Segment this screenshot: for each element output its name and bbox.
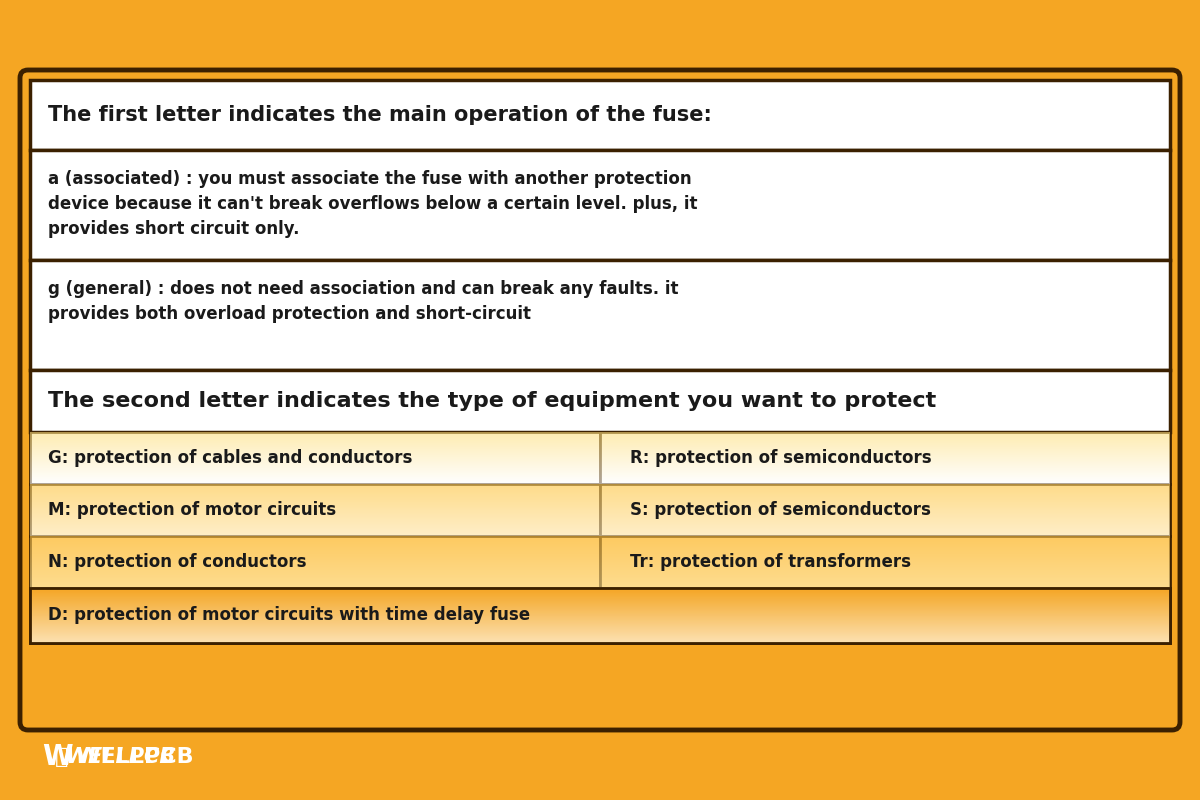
Text: The first letter indicates the main operation of the fuse:: The first letter indicates the main oper… [48, 105, 712, 125]
FancyBboxPatch shape [600, 536, 1170, 588]
FancyBboxPatch shape [30, 370, 1170, 432]
Text: W: W [42, 743, 73, 771]
Text: S: protection of semiconductors: S: protection of semiconductors [630, 501, 931, 519]
FancyBboxPatch shape [600, 484, 1170, 536]
FancyBboxPatch shape [600, 432, 1170, 484]
Text: g (general) : does not need association and can break any faults. it
provides bo: g (general) : does not need association … [48, 280, 678, 323]
FancyBboxPatch shape [20, 70, 1180, 730]
FancyBboxPatch shape [30, 588, 1170, 643]
FancyBboxPatch shape [30, 536, 600, 588]
Text: G: protection of cables and conductors: G: protection of cables and conductors [48, 449, 413, 467]
Text: Tr: protection of transformers: Tr: protection of transformers [630, 553, 911, 571]
Text: WELLPCB: WELLPCB [66, 747, 176, 767]
Text: D: protection of motor circuits with time delay fuse: D: protection of motor circuits with tim… [48, 606, 530, 625]
Text: The second letter indicates the type of equipment you want to protect: The second letter indicates the type of … [48, 391, 936, 411]
Text: N: protection of conductors: N: protection of conductors [48, 553, 306, 571]
Text: R: protection of semiconductors: R: protection of semiconductors [630, 449, 931, 467]
Text: M: protection of motor circuits: M: protection of motor circuits [48, 501, 336, 519]
Text: Ⓦ WELLPCB: Ⓦ WELLPCB [55, 747, 193, 767]
FancyBboxPatch shape [30, 484, 600, 536]
FancyBboxPatch shape [30, 80, 1170, 150]
FancyBboxPatch shape [30, 260, 1170, 370]
FancyBboxPatch shape [30, 150, 1170, 260]
FancyBboxPatch shape [30, 432, 600, 484]
Text: a (associated) : you must associate the fuse with another protection
device beca: a (associated) : you must associate the … [48, 170, 697, 238]
